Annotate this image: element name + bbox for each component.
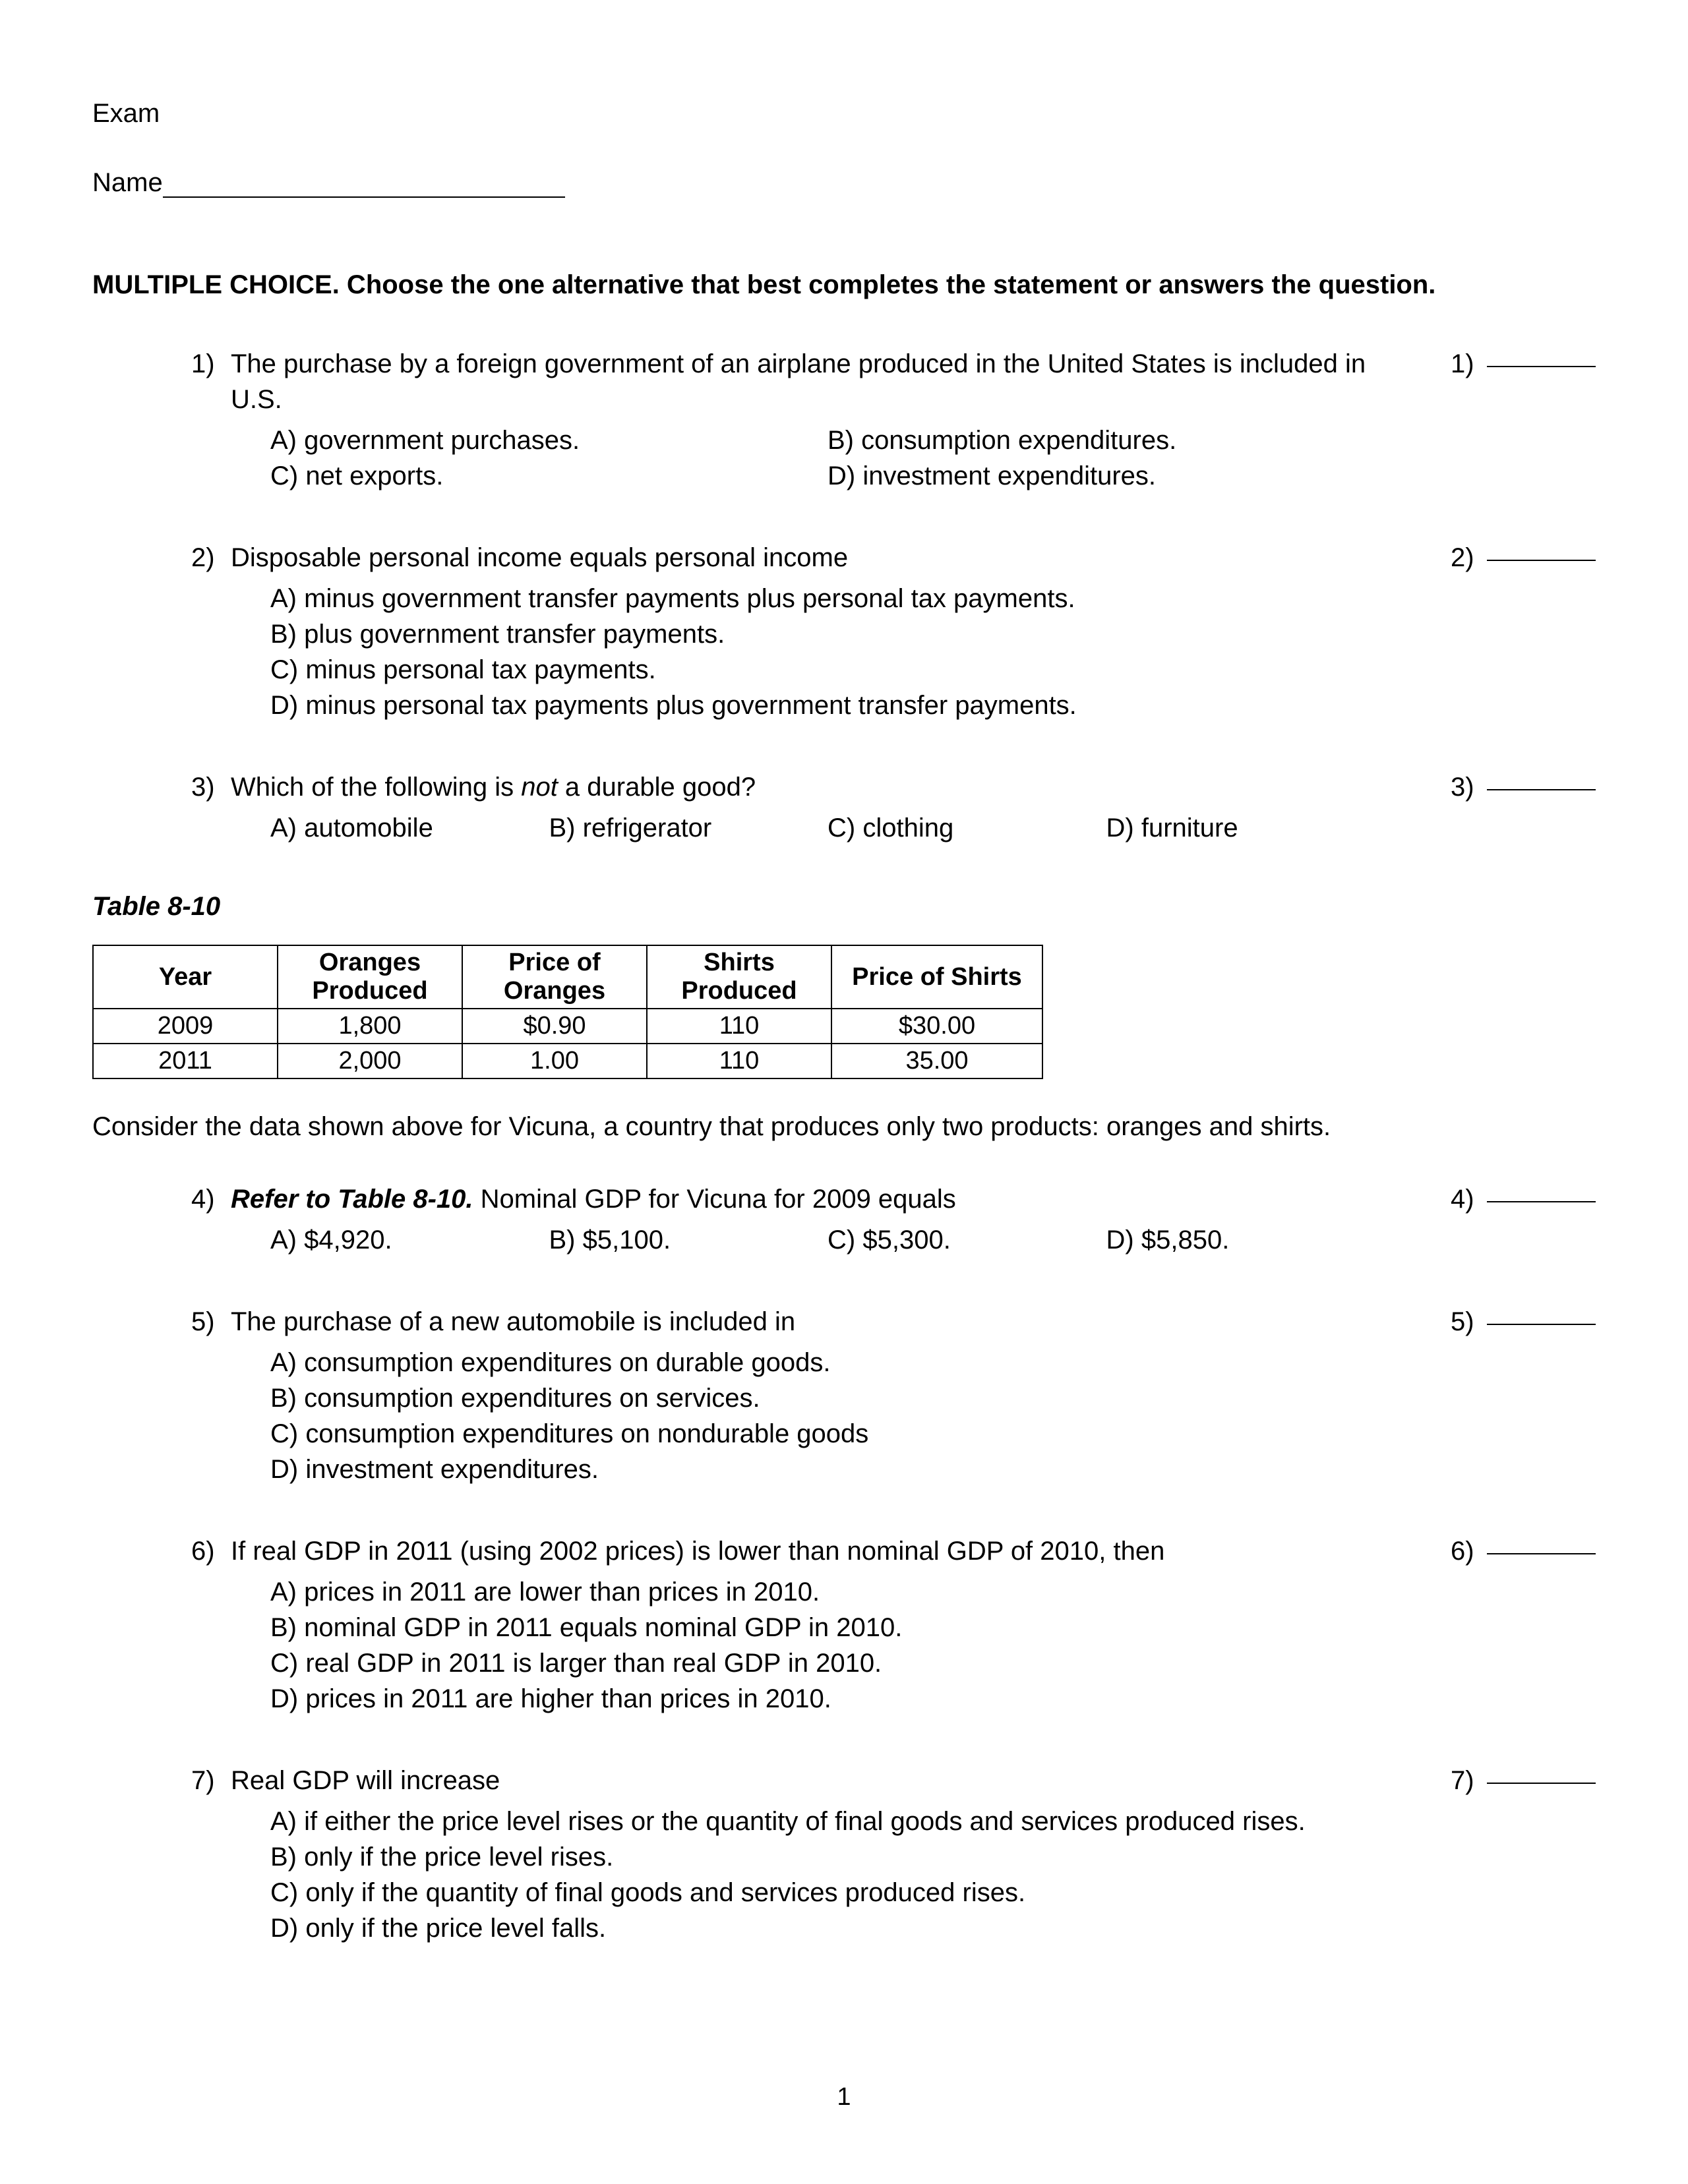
question-number: 1) xyxy=(191,346,231,382)
instructions-lead: MULTIPLE CHOICE. xyxy=(92,270,340,299)
name-row: Name xyxy=(92,168,1596,198)
question-text-em: not xyxy=(521,773,558,802)
question-text-post: Nominal GDP for Vicuna for 2009 equals xyxy=(473,1185,956,1214)
options: A) automobile B) refrigerator C) clothin… xyxy=(231,810,1385,846)
answer-blank[interactable]: 7) xyxy=(1451,1763,1596,1798)
option-d[interactable]: D) minus personal tax payments plus gove… xyxy=(270,688,1385,723)
options: A) consumption expenditures on durable g… xyxy=(231,1345,1385,1487)
col-shirts-produced: Shirts Produced xyxy=(647,945,831,1009)
question-number: 7) xyxy=(191,1763,231,1798)
option-a[interactable]: A) minus government transfer payments pl… xyxy=(270,581,1385,616)
question-number: 3) xyxy=(191,769,231,805)
question-text-strong: Refer to Table 8-10. xyxy=(231,1185,473,1214)
question-number: 6) xyxy=(191,1533,231,1569)
option-b[interactable]: B) consumption expenditures on services. xyxy=(270,1380,1385,1416)
option-a[interactable]: A) $4,920. xyxy=(270,1222,549,1258)
question-number: 2) xyxy=(191,540,231,576)
option-c[interactable]: C) real GDP in 2011 is larger than real … xyxy=(270,1645,1385,1681)
option-c[interactable]: C) only if the quantity of final goods a… xyxy=(270,1875,1385,1910)
instructions: MULTIPLE CHOICE. Choose the one alternat… xyxy=(92,270,1596,300)
col-price-oranges: Price of Oranges xyxy=(462,945,647,1009)
option-d[interactable]: D) only if the price level falls. xyxy=(270,1910,1385,1946)
answer-blank[interactable]: 4) xyxy=(1451,1181,1596,1217)
option-c[interactable]: C) clothing xyxy=(828,810,1106,846)
table-row: 2011 2,000 1.00 110 35.00 xyxy=(93,1044,1042,1078)
option-b[interactable]: B) consumption expenditures. xyxy=(828,423,1385,458)
option-d[interactable]: D) $5,850. xyxy=(1106,1222,1385,1258)
option-d[interactable]: D) investment expenditures. xyxy=(828,458,1385,494)
page-number: 1 xyxy=(0,2083,1688,2111)
question-2: 2) Disposable personal income equals per… xyxy=(92,540,1596,723)
exam-page: Exam Name MULTIPLE CHOICE. Choose the on… xyxy=(0,0,1688,2184)
option-b[interactable]: B) plus government transfer payments. xyxy=(270,616,1385,652)
question-text: If real GDP in 2011 (using 2002 prices) … xyxy=(231,1537,1164,1566)
question-text: The purchase by a foreign government of … xyxy=(231,349,1366,414)
question-1: 1) The purchase by a foreign government … xyxy=(92,346,1596,494)
data-table: Year Oranges Produced Price of Oranges S… xyxy=(92,945,1043,1079)
option-d[interactable]: D) investment expenditures. xyxy=(270,1452,1385,1487)
option-a[interactable]: A) if either the price level rises or th… xyxy=(270,1804,1385,1839)
question-6: 6) If real GDP in 2011 (using 2002 price… xyxy=(92,1533,1596,1717)
option-c[interactable]: C) net exports. xyxy=(270,458,828,494)
option-b[interactable]: B) $5,100. xyxy=(549,1222,828,1258)
option-a[interactable]: A) government purchases. xyxy=(270,423,828,458)
question-number: 5) xyxy=(191,1304,231,1340)
question-4: 4) Refer to Table 8-10. Nominal GDP for … xyxy=(92,1181,1596,1258)
answer-blank[interactable]: 5) xyxy=(1451,1304,1596,1340)
options: A) government purchases. B) consumption … xyxy=(231,423,1385,494)
col-price-shirts: Price of Shirts xyxy=(831,945,1042,1009)
option-d[interactable]: D) furniture xyxy=(1106,810,1385,846)
table-header-row: Year Oranges Produced Price of Oranges S… xyxy=(93,945,1042,1009)
options: A) prices in 2011 are lower than prices … xyxy=(231,1574,1385,1717)
options: A) minus government transfer payments pl… xyxy=(231,581,1385,723)
option-b[interactable]: B) nominal GDP in 2011 equals nominal GD… xyxy=(270,1610,1385,1645)
question-3: 3) Which of the following is not a durab… xyxy=(92,769,1596,846)
option-a[interactable]: A) consumption expenditures on durable g… xyxy=(270,1345,1385,1380)
question-7: 7) Real GDP will increase A) if either t… xyxy=(92,1763,1596,1946)
option-b[interactable]: B) refrigerator xyxy=(549,810,828,846)
answer-blank[interactable]: 1) xyxy=(1451,346,1596,382)
table-caption: Table 8-10 xyxy=(92,892,1596,922)
name-label: Name xyxy=(92,168,163,197)
answer-blank[interactable]: 2) xyxy=(1451,540,1596,576)
question-text: The purchase of a new automobile is incl… xyxy=(231,1307,795,1336)
question-5: 5) The purchase of a new automobile is i… xyxy=(92,1304,1596,1487)
option-a[interactable]: A) prices in 2011 are lower than prices … xyxy=(270,1574,1385,1610)
option-b[interactable]: B) only if the price level rises. xyxy=(270,1839,1385,1875)
name-input-line[interactable] xyxy=(163,196,565,198)
option-c[interactable]: C) minus personal tax payments. xyxy=(270,652,1385,688)
option-d[interactable]: D) prices in 2011 are higher than prices… xyxy=(270,1681,1385,1717)
question-text: Disposable personal income equals person… xyxy=(231,543,848,572)
col-year: Year xyxy=(93,945,278,1009)
option-c[interactable]: C) $5,300. xyxy=(828,1222,1106,1258)
options: A) if either the price level rises or th… xyxy=(231,1804,1385,1946)
instructions-rest: Choose the one alternative that best com… xyxy=(340,270,1436,299)
col-oranges-produced: Oranges Produced xyxy=(278,945,462,1009)
exam-label: Exam xyxy=(92,99,1596,129)
question-number: 4) xyxy=(191,1181,231,1217)
table-note: Consider the data shown above for Vicuna… xyxy=(92,1112,1596,1142)
table-row: 2009 1,800 $0.90 110 $30.00 xyxy=(93,1009,1042,1044)
answer-blank[interactable]: 3) xyxy=(1451,769,1596,805)
option-a[interactable]: A) automobile xyxy=(270,810,549,846)
answer-blank[interactable]: 6) xyxy=(1451,1533,1596,1569)
question-text: Real GDP will increase xyxy=(231,1766,500,1795)
option-c[interactable]: C) consumption expenditures on nondurabl… xyxy=(270,1416,1385,1452)
question-text-post: a durable good? xyxy=(558,773,756,802)
question-text-pre: Which of the following is xyxy=(231,773,521,802)
options: A) $4,920. B) $5,100. C) $5,300. D) $5,8… xyxy=(231,1222,1385,1258)
